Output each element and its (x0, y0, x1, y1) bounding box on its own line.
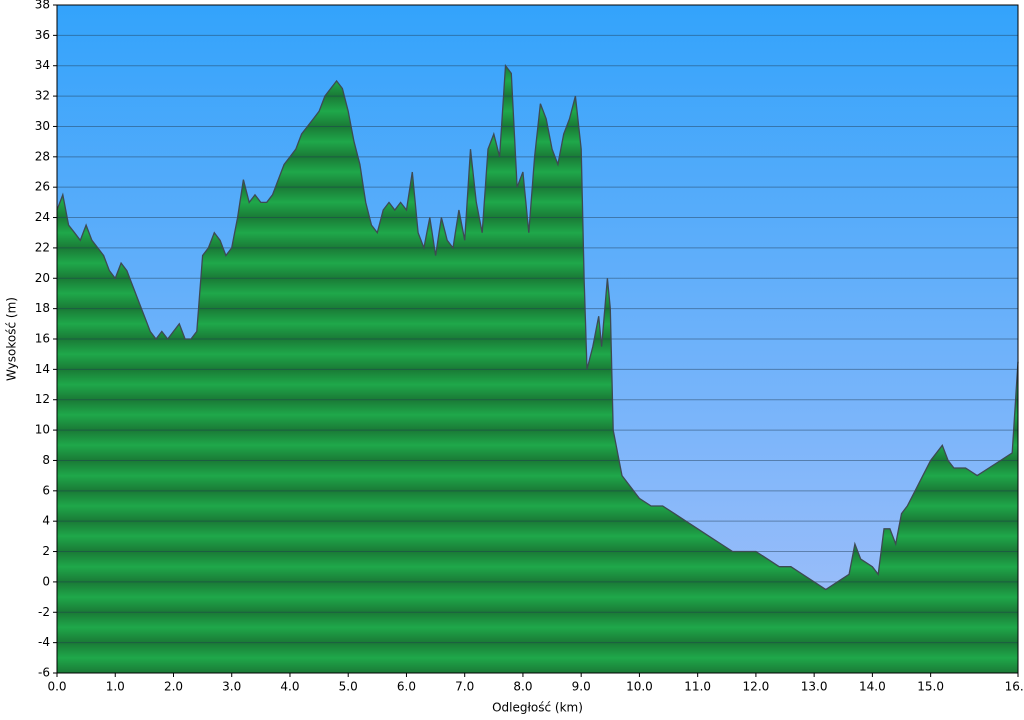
y-tick-label: 10 (35, 423, 50, 437)
y-tick-label: 12 (35, 392, 50, 406)
y-tick-label: 16 (35, 332, 50, 346)
x-tick-label: 11.0 (684, 680, 711, 694)
elevation-line (56, 63, 1019, 591)
y-tick-label: 2 (42, 544, 50, 558)
y-tick-label: 30 (35, 119, 50, 133)
x-tick-label: 1.0 (106, 680, 125, 694)
y-tick-label: -6 (38, 666, 50, 680)
x-tick-label: 15.0 (917, 680, 944, 694)
elevation-area (57, 65, 1018, 673)
x-tick-label: 14.0 (859, 680, 886, 694)
x-tick-label: 3.0 (222, 680, 241, 694)
y-tick-label: 14 (35, 362, 50, 376)
y-tick-label: 22 (35, 240, 50, 254)
plot-frame (56, 4, 1019, 674)
x-tick-label: 8.0 (513, 680, 532, 694)
x-tick-label: 10.0 (626, 680, 653, 694)
x-axis-label: Odległość (km) (492, 701, 583, 715)
y-tick-label: 6 (42, 483, 50, 497)
y-tick-label: 28 (35, 149, 50, 163)
y-tick-label: 4 (42, 514, 50, 528)
y-tick-label: 0 (42, 574, 50, 588)
y-tick-label: 36 (35, 28, 50, 42)
x-tick-label: 4.0 (280, 680, 299, 694)
x-tick-label: 0.0 (47, 680, 66, 694)
y-tick-label: -2 (38, 605, 50, 619)
x-tick-label: 13.0 (801, 680, 828, 694)
x-tick-label: 2.0 (164, 680, 183, 694)
y-tick-label: 18 (35, 301, 50, 315)
y-tick-label: 24 (35, 210, 50, 224)
y-axis-label: Wysokość (m) (5, 297, 19, 381)
x-tick-label: 7.0 (455, 680, 474, 694)
y-tick-label: 20 (35, 271, 50, 285)
y-tick-label: 34 (35, 58, 50, 72)
x-tick-label: 6.0 (397, 680, 416, 694)
x-tick-label: 16.5 (1005, 680, 1024, 694)
y-tick-label: -4 (38, 635, 50, 649)
x-tick-label: 9.0 (572, 680, 591, 694)
y-tick-label: 38 (35, 0, 50, 12)
y-tick-label: 8 (42, 453, 50, 467)
y-tick-label: 26 (35, 180, 50, 194)
x-tick-label: 12.0 (743, 680, 770, 694)
y-tick-label: 32 (35, 89, 50, 103)
x-tick-label: 5.0 (339, 680, 358, 694)
